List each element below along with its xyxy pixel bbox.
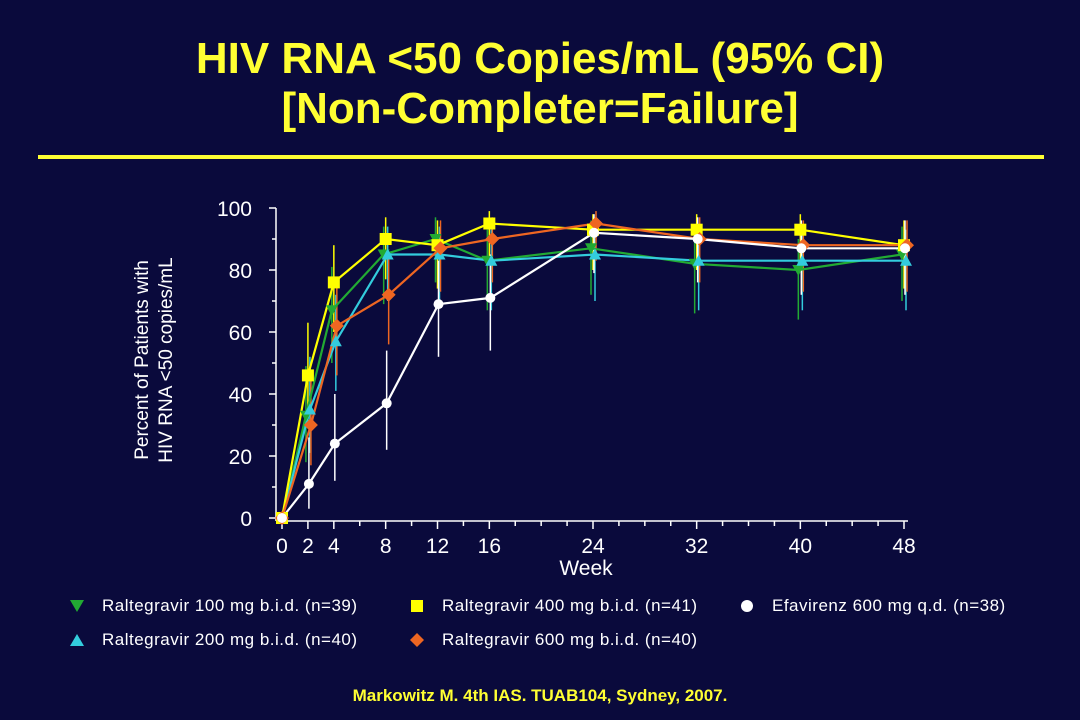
- data-point: [433, 241, 448, 256]
- chart-lines: [280, 222, 907, 519]
- legend-label: Raltegravir 100 mg b.i.d. (n=39): [102, 596, 358, 615]
- data-point: [692, 254, 705, 266]
- triangle-down-marker-icon: [70, 600, 84, 612]
- legend-item-raltegravir-100: Raltegravir 100 mg b.i.d. (n=39): [66, 596, 358, 616]
- legend-label: Efavirenz 600 mg q.d. (n=38): [772, 596, 1006, 615]
- y-tick-label: 100: [217, 198, 252, 221]
- data-point: [433, 299, 444, 310]
- title-divider: [38, 155, 1044, 159]
- data-point: [329, 335, 342, 347]
- x-tick-label: 16: [478, 535, 501, 558]
- data-point: [796, 243, 807, 254]
- y-axis-label-line-1: Percent of Patients with: [132, 260, 153, 460]
- data-point: [589, 227, 599, 238]
- legend-item-raltegravir-600: Raltegravir 600 mg b.i.d. (n=40): [406, 630, 698, 650]
- data-point: [794, 223, 807, 236]
- x-tick-label: 12: [426, 535, 449, 558]
- series-line: [280, 222, 907, 519]
- legend-label: Raltegravir 400 mg b.i.d. (n=41): [442, 596, 698, 615]
- data-point: [792, 265, 805, 276]
- x-tick-label: 0: [276, 535, 288, 558]
- x-tick-label: 4: [328, 535, 340, 558]
- data-point: [589, 248, 601, 260]
- series-line: [281, 231, 905, 519]
- data-point: [277, 513, 287, 523]
- data-point: [485, 232, 500, 246]
- data-point: [485, 254, 498, 266]
- x-tick-label: 8: [380, 535, 392, 558]
- data-point: [485, 292, 496, 303]
- y-tick-label: 20: [229, 446, 252, 469]
- data-point: [692, 234, 703, 244]
- data-point: [303, 403, 316, 415]
- series-line: [280, 253, 906, 519]
- x-tick-label: 48: [892, 535, 915, 558]
- x-tick-label: 32: [685, 535, 708, 558]
- slide-title: HIV RNA <50 Copies/mL (95% CI) [Non-Comp…: [0, 34, 1080, 134]
- data-point: [900, 243, 910, 254]
- data-point: [483, 217, 496, 230]
- series-line: [280, 222, 905, 519]
- square-marker-icon: [411, 600, 423, 612]
- data-point: [329, 438, 340, 449]
- citation: Markowitz M. 4th IAS. TUAB104, Sydney, 2…: [352, 686, 728, 705]
- series-line: [280, 237, 903, 519]
- data-point: [381, 398, 392, 409]
- data-point: [381, 248, 394, 260]
- legend-item-raltegravir-400: Raltegravir 400 mg b.i.d. (n=41): [406, 596, 698, 616]
- data-point: [303, 418, 318, 432]
- chart-markers: [275, 216, 914, 525]
- legend-label: Raltegravir 600 mg b.i.d. (n=40): [442, 630, 698, 649]
- chart-legend: Raltegravir 100 mg b.i.d. (n=39) Raltegr…: [66, 596, 1046, 656]
- title-line-2: [Non-Completer=Failure]: [281, 84, 799, 133]
- y-tick-label: 60: [229, 322, 252, 345]
- data-point: [381, 287, 396, 302]
- legend-label: Raltegravir 200 mg b.i.d. (n=40): [102, 630, 358, 649]
- data-point: [303, 478, 314, 489]
- x-tick-label: 40: [789, 535, 812, 558]
- y-tick-label: 40: [229, 384, 252, 407]
- circle-marker-icon: [741, 600, 753, 612]
- data-point: [325, 305, 338, 317]
- triangle-up-marker-icon: [70, 634, 84, 646]
- data-point: [379, 233, 392, 245]
- y-tick-label: 0: [240, 508, 252, 531]
- legend-item-raltegravir-200: Raltegravir 200 mg b.i.d. (n=40): [66, 630, 358, 650]
- data-point: [796, 254, 809, 266]
- x-tick-label: 2: [302, 535, 314, 558]
- title-line-1: HIV RNA <50 Copies/mL (95% CI): [195, 34, 885, 83]
- data-point: [301, 369, 314, 382]
- legend-item-efavirenz-600: Efavirenz 600 mg q.d. (n=38): [736, 596, 1006, 616]
- data-point: [329, 318, 344, 333]
- data-point: [585, 243, 597, 255]
- diamond-marker-icon: [410, 633, 424, 647]
- data-point: [900, 254, 912, 266]
- x-tick-label: 24: [581, 535, 605, 558]
- data-point: [327, 276, 340, 289]
- x-axis-label: Week: [559, 557, 613, 580]
- data-point: [589, 216, 603, 231]
- y-axis-label-line-2: HIV RNA <50 copies/mL: [156, 257, 177, 462]
- y-tick-label: 80: [229, 260, 252, 283]
